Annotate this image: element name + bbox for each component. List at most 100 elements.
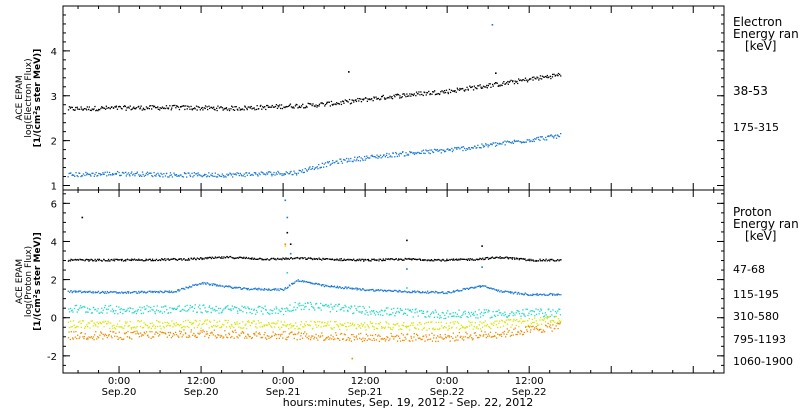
data-point (341, 307, 343, 309)
data-point (274, 105, 277, 108)
data-point (503, 291, 505, 293)
data-point (122, 338, 124, 341)
data-point (277, 333, 279, 336)
data-point (216, 321, 218, 323)
data-point (314, 167, 316, 169)
data-point (114, 327, 116, 329)
data-point (71, 292, 73, 294)
data-point (403, 339, 405, 342)
data-point (324, 162, 327, 164)
data-point (415, 152, 417, 155)
data-point (400, 97, 402, 99)
data-point (352, 313, 354, 315)
data-point (495, 142, 497, 144)
data-point (172, 308, 174, 310)
data-point (355, 307, 357, 310)
legend-entry: 310-580 (733, 310, 779, 323)
data-point (320, 166, 322, 168)
data-point (431, 260, 433, 262)
data-point (107, 292, 109, 294)
data-point (413, 258, 416, 260)
data-point (448, 291, 450, 294)
data-point (292, 282, 294, 284)
data-point (501, 291, 504, 293)
data-point (541, 260, 543, 262)
data-point (490, 143, 492, 145)
data-point (129, 105, 131, 107)
data-point (82, 320, 84, 322)
data-point (242, 331, 244, 333)
data-point (134, 173, 137, 175)
data-point (371, 258, 373, 260)
data-point (479, 257, 481, 259)
data-point (149, 310, 151, 312)
data-point (357, 156, 359, 159)
data-point (151, 336, 154, 338)
data-point (352, 287, 354, 289)
data-point (218, 107, 221, 109)
data-point (163, 107, 165, 109)
data-point (434, 93, 437, 96)
data-point (120, 259, 123, 262)
data-point (485, 325, 488, 327)
data-point (289, 173, 291, 175)
data-point (289, 304, 291, 306)
data-point (261, 307, 263, 309)
data-point (186, 259, 188, 261)
data-point (248, 257, 250, 259)
data-point (474, 322, 476, 324)
data-point (553, 137, 555, 139)
data-point (523, 331, 525, 334)
data-point (508, 81, 510, 83)
data-point (125, 322, 127, 325)
data-point (471, 324, 473, 326)
data-point (293, 325, 295, 327)
data-point (527, 325, 530, 328)
data-point (231, 330, 234, 332)
data-point (183, 172, 186, 174)
data-point (261, 288, 263, 290)
data-point (444, 326, 446, 328)
data-point (148, 326, 150, 328)
data-point (345, 339, 347, 342)
data-point (320, 284, 322, 286)
data-point (495, 82, 497, 84)
data-point (141, 259, 143, 261)
data-point (353, 324, 356, 326)
data-point (292, 325, 294, 327)
data-point (454, 321, 456, 323)
data-point (358, 311, 360, 313)
data-point (130, 259, 132, 262)
data-point (366, 339, 368, 341)
data-point (158, 174, 160, 176)
data-point (290, 323, 292, 325)
data-point (129, 321, 131, 323)
data-point (517, 320, 519, 323)
data-point (226, 255, 228, 258)
data-point (196, 257, 198, 259)
data-point (310, 337, 312, 339)
data-point (261, 336, 264, 339)
data-point (122, 292, 124, 294)
data-point (349, 308, 351, 310)
data-point (500, 312, 502, 314)
data-point (557, 293, 560, 295)
data-point (183, 288, 185, 290)
data-point (279, 335, 282, 337)
data-point (417, 334, 419, 337)
data-point (203, 258, 205, 260)
data-point (415, 291, 417, 293)
data-point (155, 309, 158, 311)
data-point (377, 311, 379, 314)
data-point (141, 307, 143, 309)
data-point (286, 106, 288, 108)
data-point (450, 89, 453, 91)
data-point (217, 325, 219, 327)
data-point (539, 77, 541, 80)
data-point (218, 312, 220, 314)
data-point (501, 143, 503, 145)
data-point (541, 331, 543, 333)
data-point (159, 321, 161, 323)
data-point (447, 91, 449, 94)
data-point (253, 332, 256, 335)
